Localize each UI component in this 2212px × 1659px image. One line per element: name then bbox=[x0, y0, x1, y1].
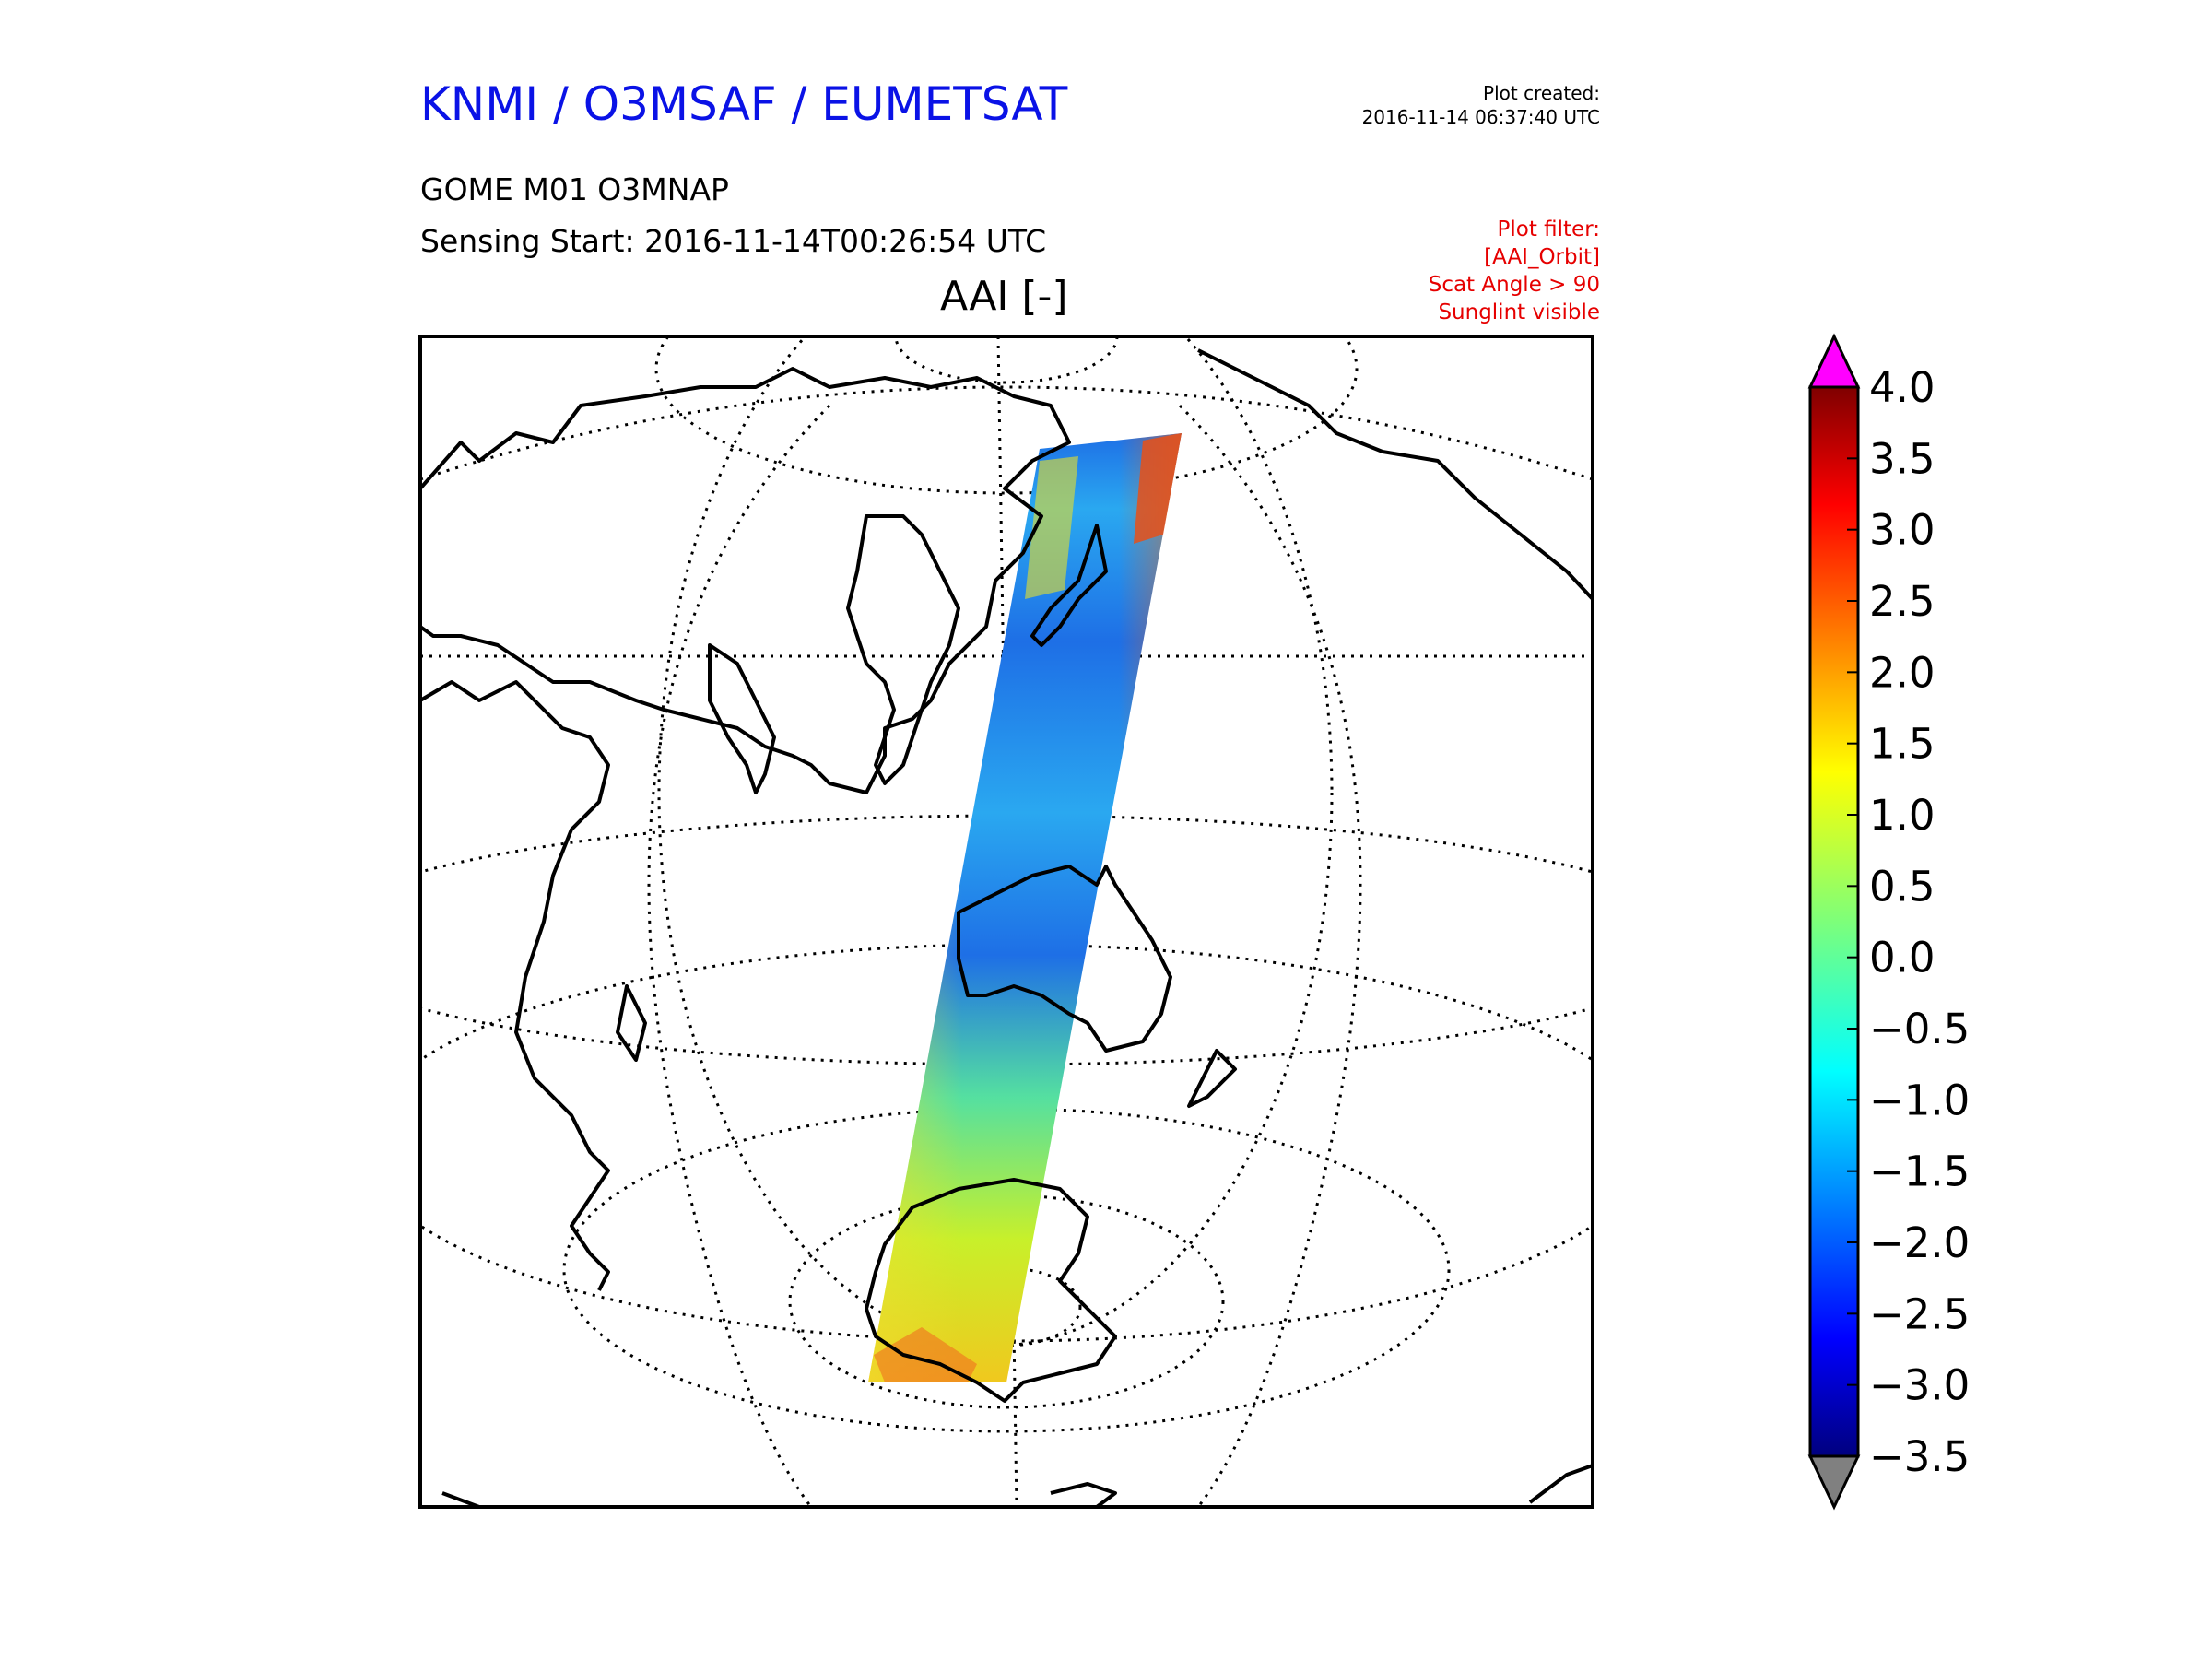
colorbar-tick-label: 1.5 bbox=[1869, 720, 1936, 769]
graticule-line bbox=[562, 1107, 1451, 1433]
coastline-south-america bbox=[1050, 1482, 1117, 1507]
plot-title: KNMI / O3MSAF / EUMETSAT bbox=[420, 77, 1068, 131]
coastline-antarctica bbox=[865, 1178, 1117, 1403]
instrument-label: GOME M01 O3MNAP bbox=[420, 171, 729, 207]
graticule-line bbox=[1178, 404, 1362, 1507]
sensing-start-label: Sensing Start: 2016-11-14T00:26:54 UTC bbox=[420, 223, 1047, 259]
colorbar-tick-label: 0.0 bbox=[1869, 934, 1936, 982]
coastline-new-zealand bbox=[1187, 1049, 1237, 1108]
colorbar-tick-label: −3.5 bbox=[1869, 1432, 1970, 1481]
map-frame bbox=[418, 335, 1594, 1509]
coastline-north-america bbox=[1197, 348, 1593, 601]
plot-filter-line: [AAI_Orbit] bbox=[1484, 245, 1600, 269]
swath-edge-shading bbox=[868, 433, 1182, 1382]
colorbar-under-triangle bbox=[1807, 1454, 1861, 1511]
colorbar-ticks: 4.0 3.5 3.0 2.5 2.0 1.5 1.0 0.5 0.0 −0.5 −1.0 −1.5 −… bbox=[1847, 363, 1970, 1481]
colorbar-tick-label: 3.5 bbox=[1869, 434, 1936, 483]
graticule-line bbox=[996, 336, 1018, 1507]
coastline-madagascar bbox=[616, 984, 647, 1062]
coastline-australia bbox=[957, 865, 1172, 1053]
plot-created-value: 2016-11-14 06:37:40 UTC bbox=[1361, 106, 1600, 128]
plot-filter-line: Sunglint visible bbox=[1438, 300, 1600, 324]
graticule-line bbox=[647, 404, 831, 1507]
colorbar-tick-label: 2.0 bbox=[1869, 648, 1936, 697]
coastline-south-america bbox=[1528, 1464, 1593, 1504]
colorbar-over-triangle bbox=[1807, 333, 1861, 389]
plot-filter-line: Scat Angle > 90 bbox=[1428, 273, 1600, 297]
graticule-line bbox=[788, 1194, 1225, 1409]
map-title: AAI [-] bbox=[940, 273, 1068, 320]
plot-filter-block: Plot filter: [AAI_Orbit] Scat Angle > 90… bbox=[1429, 216, 1600, 326]
graticule-line bbox=[654, 336, 1359, 495]
colorbar-tick-label: 2.5 bbox=[1869, 577, 1936, 626]
colorbar-tick-label: −2.5 bbox=[1869, 1289, 1970, 1338]
colorbar-tick-label: −1.5 bbox=[1869, 1147, 1970, 1196]
coastlines bbox=[420, 348, 1593, 1507]
coastline-africa bbox=[420, 680, 610, 1291]
coastline-india bbox=[708, 643, 776, 794]
plot-created-label: Plot created: bbox=[1483, 82, 1600, 104]
colorbar-tick-label: −0.5 bbox=[1869, 1005, 1970, 1053]
swath-high-aai-patch bbox=[1025, 456, 1078, 599]
colorbar-frame bbox=[1808, 385, 1860, 1458]
colorbar-gradient bbox=[1810, 387, 1858, 1456]
colorbar-tick-label: 3.0 bbox=[1869, 506, 1936, 555]
colorbar-tick-label: −3.0 bbox=[1869, 1361, 1970, 1410]
coastline-east-asia bbox=[846, 514, 960, 785]
aai-swath bbox=[868, 433, 1182, 1382]
colorbar-tick-label: −1.0 bbox=[1869, 1076, 1970, 1124]
graticule-line bbox=[931, 1266, 1082, 1347]
colorbar-tick-label: 0.5 bbox=[1869, 862, 1936, 911]
colorbar-tick-label: 1.0 bbox=[1869, 791, 1936, 840]
colorbar-tick-label: 4.0 bbox=[1869, 363, 1936, 412]
graticule-line bbox=[657, 336, 1334, 1347]
coastline-japan bbox=[1030, 524, 1108, 647]
plot-filter-label: Plot filter: bbox=[1497, 218, 1600, 241]
coastline-fragment bbox=[441, 1491, 480, 1507]
colorbar-tick-label: −2.0 bbox=[1869, 1218, 1970, 1267]
plot-created-block: Plot created: 2016-11-14 06:37:40 UTC bbox=[1362, 81, 1600, 129]
coastline-eurasia bbox=[420, 367, 1071, 794]
swath-high-aai-patch bbox=[1134, 433, 1182, 544]
